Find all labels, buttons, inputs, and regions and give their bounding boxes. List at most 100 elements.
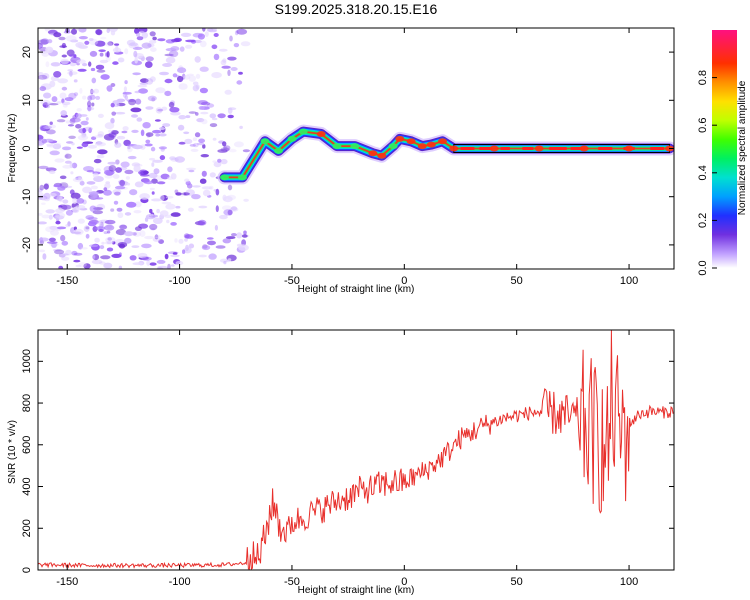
noise-blob xyxy=(112,174,120,179)
noise-blob xyxy=(76,175,83,181)
noise-blob xyxy=(149,31,156,37)
ridge-point xyxy=(332,143,342,150)
noise-blob xyxy=(50,62,61,67)
noise-blob xyxy=(202,144,206,149)
noise-blob xyxy=(39,125,46,131)
noise-blob xyxy=(184,238,188,242)
ridge-point xyxy=(220,174,229,181)
noise-blob xyxy=(38,138,49,144)
noise-blob xyxy=(209,123,218,128)
noise-blob xyxy=(132,262,144,266)
noise-blob xyxy=(186,167,197,171)
noise-blob xyxy=(129,189,138,196)
noise-blob xyxy=(150,47,157,52)
x-tick-label: 50 xyxy=(511,576,523,588)
noise-blob xyxy=(145,56,154,62)
noise-blob xyxy=(141,243,152,249)
noise-blob xyxy=(46,129,56,135)
noise-blob xyxy=(87,217,98,221)
noise-blob xyxy=(38,188,43,193)
noise-blob xyxy=(199,40,207,48)
noise-blob xyxy=(158,133,167,137)
noise-blob xyxy=(108,165,117,172)
noise-blob xyxy=(143,180,154,185)
noise-blob xyxy=(95,142,106,147)
noise-blob xyxy=(168,50,179,58)
colorbar-label: Normalized spectral amplitude xyxy=(737,80,748,215)
noise-blob xyxy=(116,207,123,212)
noise-blob xyxy=(79,87,83,94)
noise-blob xyxy=(61,86,68,91)
noise-blob xyxy=(124,212,132,216)
noise-blob xyxy=(61,240,69,246)
ridge-point xyxy=(395,135,405,142)
noise-blob xyxy=(73,228,84,236)
noise-blob xyxy=(41,202,46,205)
noise-blob xyxy=(110,102,115,108)
noise-blob xyxy=(172,252,178,255)
noise-blob xyxy=(110,117,115,124)
noise-blob xyxy=(211,72,222,79)
noise-blob xyxy=(190,148,199,152)
noise-blob xyxy=(139,230,146,238)
noise-blob xyxy=(175,260,184,266)
noise-blob xyxy=(121,130,128,134)
noise-blob xyxy=(112,189,122,195)
noise-blob xyxy=(142,122,151,129)
noise-blob xyxy=(81,142,89,148)
noise-blob xyxy=(112,100,121,104)
noise-blob xyxy=(46,144,58,148)
spectrogram-y-label: Frequency (Hz) xyxy=(7,114,18,183)
noise-blob xyxy=(206,103,215,108)
noise-blob xyxy=(156,259,166,264)
noise-blob xyxy=(64,185,73,189)
noise-blob xyxy=(68,135,76,139)
noise-blob xyxy=(76,146,83,149)
noise-blob xyxy=(99,245,105,250)
noise-blob xyxy=(132,72,141,76)
noise-blob xyxy=(53,32,62,38)
noise-blob xyxy=(243,230,247,235)
noise-blob xyxy=(201,170,207,177)
x-tick-label: 100 xyxy=(620,275,638,287)
noise-blob xyxy=(43,92,52,99)
noise-blob xyxy=(149,262,157,266)
noise-blob xyxy=(87,100,92,108)
noise-blob xyxy=(233,43,240,48)
noise-blob xyxy=(134,90,141,94)
noise-blob xyxy=(134,226,142,231)
ridge-point xyxy=(449,145,459,152)
noise-blob xyxy=(38,140,45,146)
noise-blob xyxy=(151,191,155,195)
ridge-point xyxy=(260,138,270,145)
noise-blob xyxy=(227,107,233,114)
noise-blob xyxy=(48,214,53,220)
noise-blob xyxy=(145,132,154,138)
noise-blob xyxy=(150,146,156,152)
noise-blob xyxy=(76,59,86,64)
noise-blob xyxy=(136,117,143,122)
noise-blob xyxy=(75,28,84,31)
noise-blob xyxy=(68,92,77,100)
noise-blob xyxy=(167,166,173,173)
noise-blob xyxy=(119,179,126,187)
x-tick-label: 50 xyxy=(511,275,523,287)
noise-blob xyxy=(130,107,142,113)
noise-blob xyxy=(178,115,187,120)
noise-blob xyxy=(138,28,148,33)
ridge-point xyxy=(406,138,416,145)
noise-blob xyxy=(139,82,149,85)
noise-blob xyxy=(106,51,110,58)
noise-blob xyxy=(93,158,102,164)
noise-blob xyxy=(198,205,208,209)
snr-x-label: Height of straight line (km) xyxy=(298,585,415,596)
ridge-peak xyxy=(570,147,586,150)
noise-blob xyxy=(88,61,92,67)
noise-blob xyxy=(185,244,189,252)
noise-blob xyxy=(155,87,166,94)
noise-blob xyxy=(93,194,98,199)
noise-blob xyxy=(38,165,49,170)
noise-blob xyxy=(211,44,218,50)
ridge-point xyxy=(298,128,308,135)
noise-blob xyxy=(192,185,201,188)
